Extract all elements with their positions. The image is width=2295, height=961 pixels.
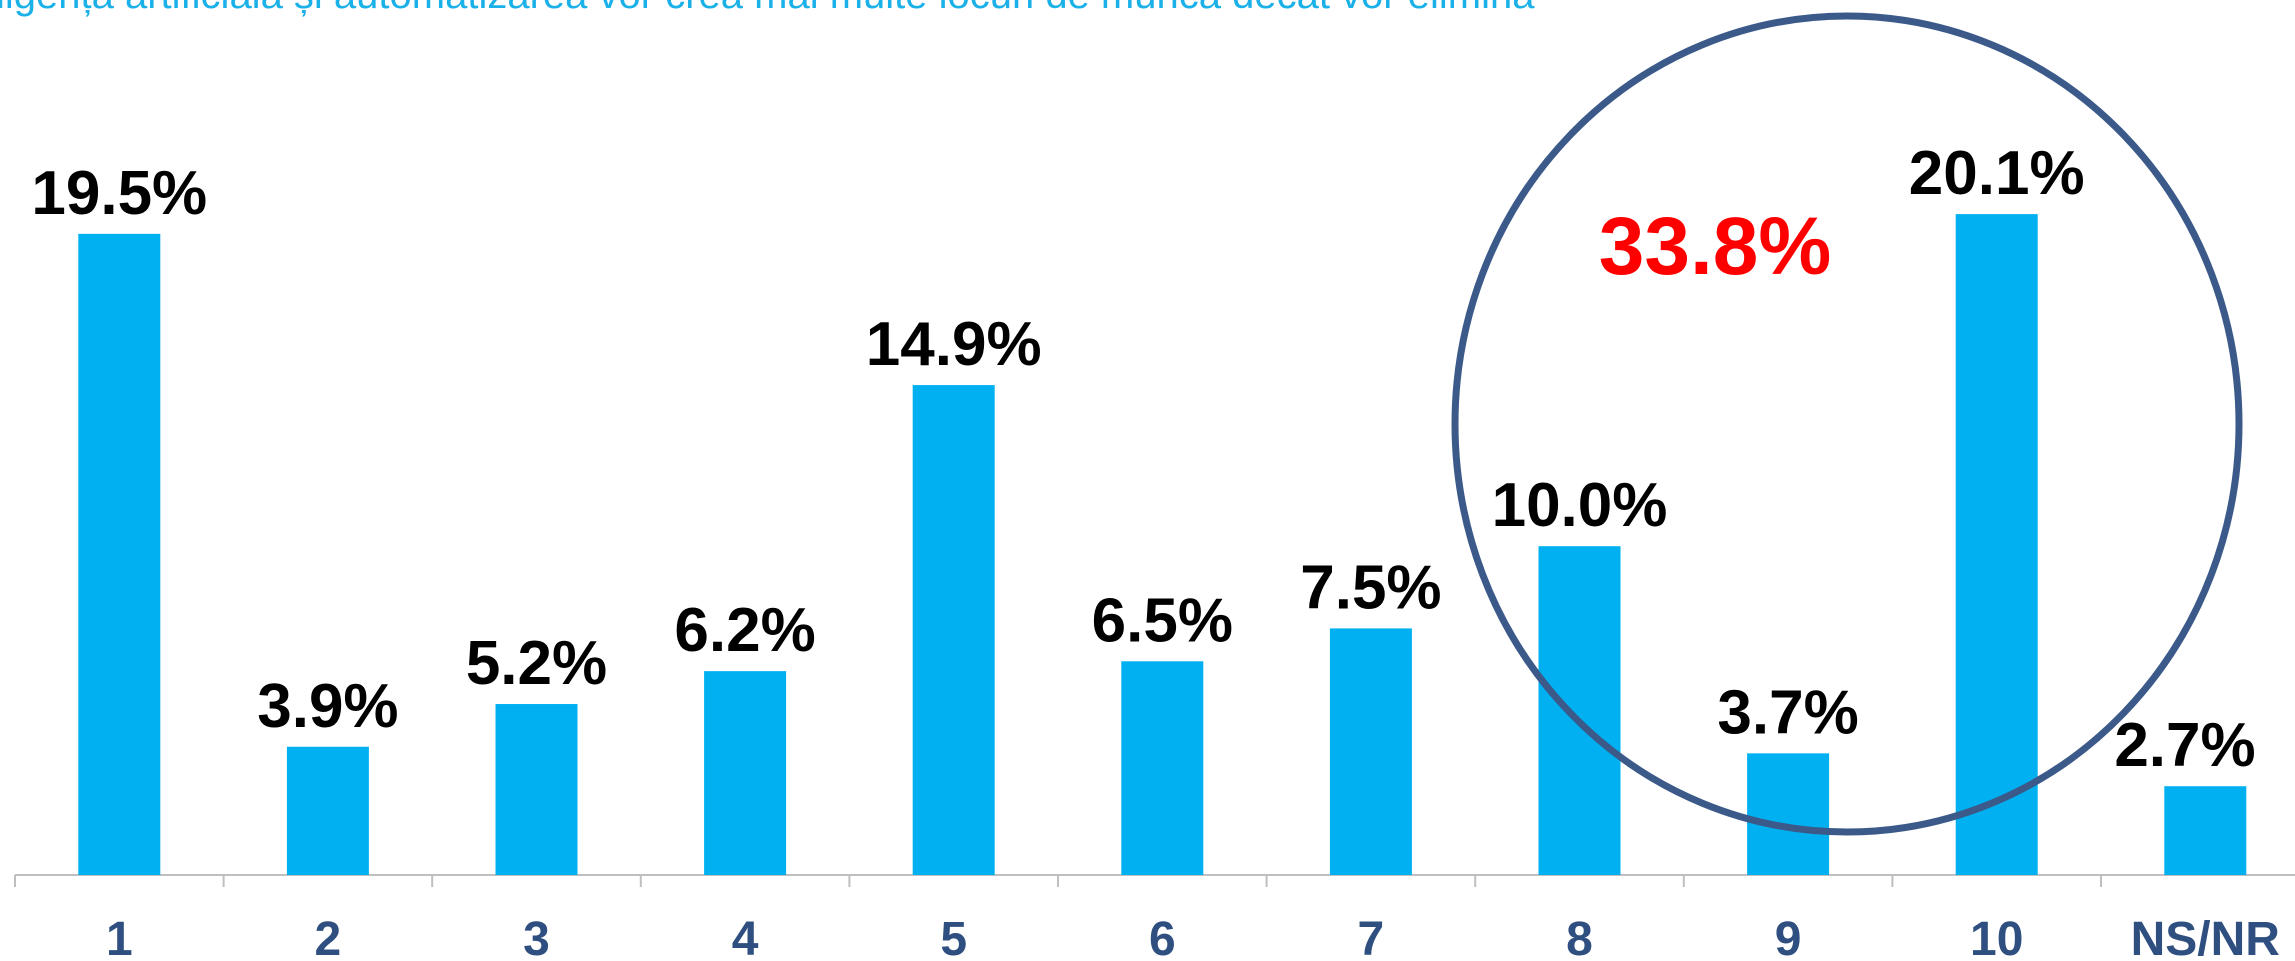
x-tick-label: 1 (106, 913, 133, 961)
x-tick-label: 7 (1358, 913, 1385, 961)
bar (1955, 214, 2038, 875)
bar (495, 704, 578, 875)
x-tick-label: 2 (315, 913, 342, 961)
data-label: 3.7% (1717, 678, 1858, 747)
bar (286, 746, 369, 875)
data-label: 5.2% (466, 629, 607, 698)
x-tick-label: 6 (1149, 913, 1176, 961)
data-label: 6.2% (674, 596, 815, 665)
x-tick-label: 10 (1970, 913, 2023, 961)
x-tick-label: 4 (732, 913, 759, 961)
bar (1121, 661, 1204, 875)
bar (1538, 546, 1621, 875)
x-tick-label: 9 (1775, 913, 1802, 961)
bar (704, 671, 787, 875)
x-tick-label: 5 (940, 913, 967, 961)
bar (912, 385, 995, 875)
bar (78, 233, 161, 876)
chart-title: ligența artificială și automatizarea vor… (0, 0, 1535, 17)
bar (2164, 786, 2247, 875)
x-tick-label: 3 (523, 913, 550, 961)
data-label: 3.9% (257, 672, 398, 741)
data-label: 10.0% (1492, 471, 1668, 540)
data-label: 7.5% (1300, 553, 1441, 622)
data-label: 19.5% (31, 159, 207, 228)
data-label: 14.9% (866, 310, 1042, 379)
data-label: 6.5% (1092, 586, 1233, 655)
bar (1747, 753, 1830, 875)
data-label: 20.1% (1909, 139, 2085, 208)
annotation: 33.8% (1599, 201, 1832, 292)
bar (1329, 628, 1412, 875)
x-tick-label: 8 (1566, 913, 1593, 961)
highlight-circle (1451, 12, 2243, 836)
x-tick-label: NS/NR (2131, 913, 2280, 961)
data-label: 2.7% (2114, 711, 2255, 780)
